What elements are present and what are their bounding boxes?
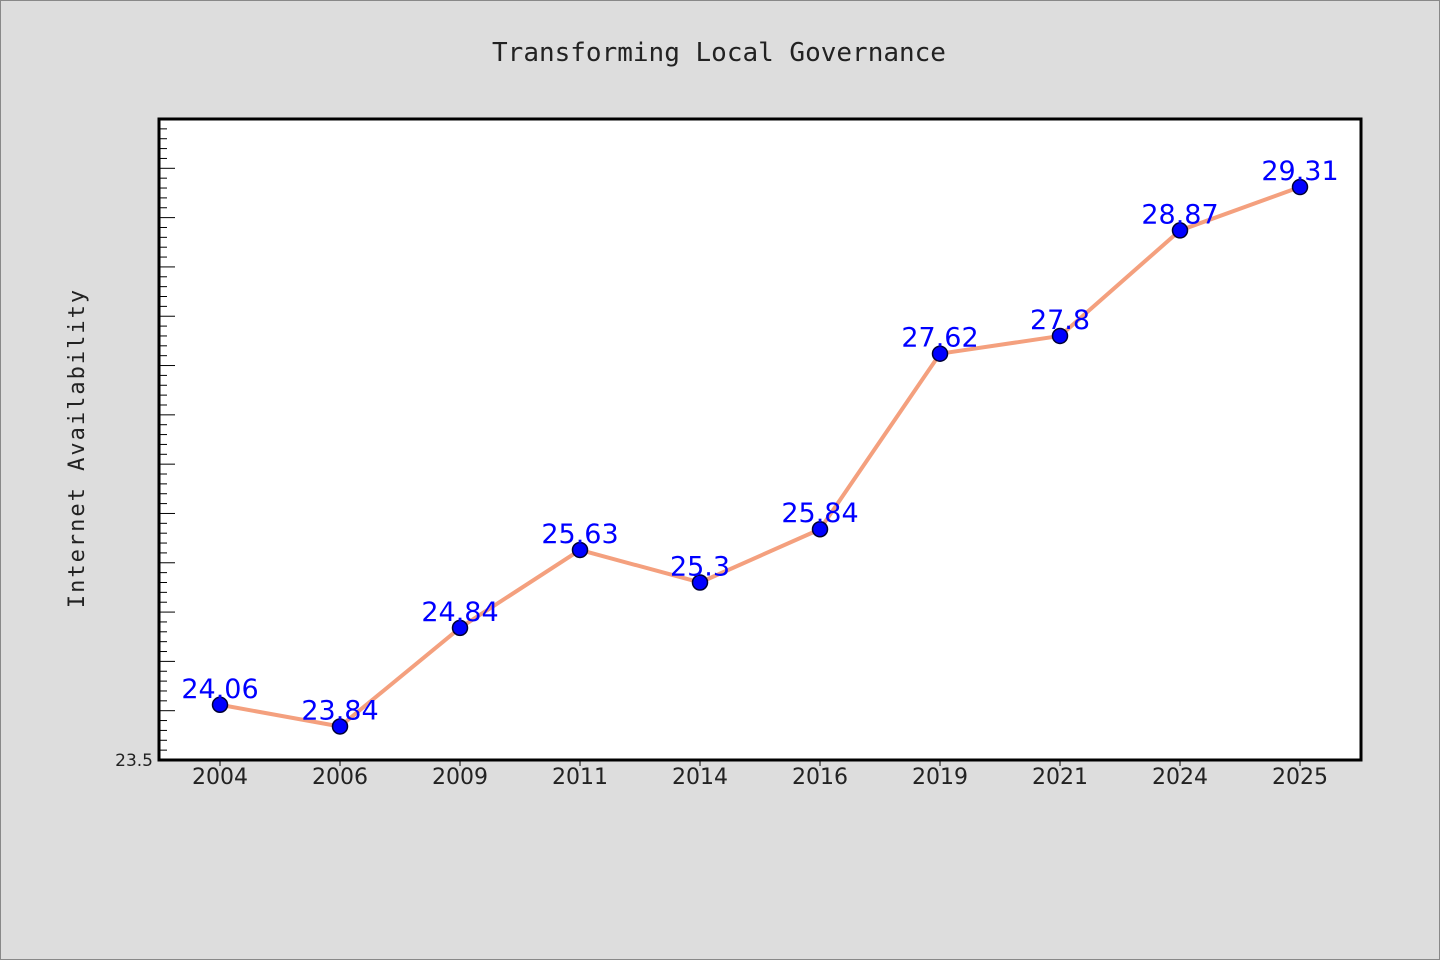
data-point <box>331 718 349 735</box>
data-point <box>811 520 829 538</box>
x-tick-label: 2011 <box>552 765 608 790</box>
data-label: 25.84 <box>781 498 858 529</box>
data-point <box>1291 178 1309 196</box>
x-tick-label: 2021 <box>1032 765 1088 790</box>
x-tick-label: 2016 <box>792 765 848 790</box>
data-label: 27.8 <box>1030 305 1090 336</box>
data-point <box>211 696 229 714</box>
y-tick-label: 23.5 <box>115 751 153 771</box>
data-point <box>1051 327 1069 345</box>
data-label: 27.62 <box>901 323 978 354</box>
data-label: 25.63 <box>541 519 618 550</box>
data-label: 28.87 <box>1141 199 1218 230</box>
data-point <box>691 574 709 591</box>
data-label: 23.84 <box>301 695 378 726</box>
x-tick-label: 2006 <box>312 765 368 790</box>
x-tick-label: 2025 <box>1272 765 1328 790</box>
data-point <box>1171 222 1189 239</box>
x-axis-ticks: 2004 2006 2009 2011 2014 2016 2019 2021 2024 2025 <box>192 760 1328 790</box>
x-tick-label: 2004 <box>192 765 248 790</box>
series-layer <box>211 178 1309 735</box>
chart-title: Transforming Local Governance <box>492 38 946 68</box>
data-label: 29.31 <box>1261 156 1338 187</box>
data-point <box>571 541 589 559</box>
data-label: 24.84 <box>421 597 498 628</box>
data-label: 24.06 <box>181 674 258 705</box>
series-line <box>219 185 1301 729</box>
data-point <box>451 619 469 637</box>
data-label: 25.3 <box>670 551 730 582</box>
x-tick-label: 2024 <box>1152 765 1208 790</box>
x-tick-label: 2014 <box>672 765 728 790</box>
data-point <box>931 345 949 362</box>
y-axis-ticks: 23.5 <box>115 118 175 771</box>
x-tick-label: 2019 <box>912 765 968 790</box>
plot-area <box>157 117 1363 762</box>
y-axis-label: Internet Availability <box>65 288 90 608</box>
data-label-layer: 24.06 23.84 24.84 25.63 25.3 25.84 27.62 27.8 28… <box>181 156 1338 726</box>
x-tick-label: 2009 <box>432 765 488 790</box>
